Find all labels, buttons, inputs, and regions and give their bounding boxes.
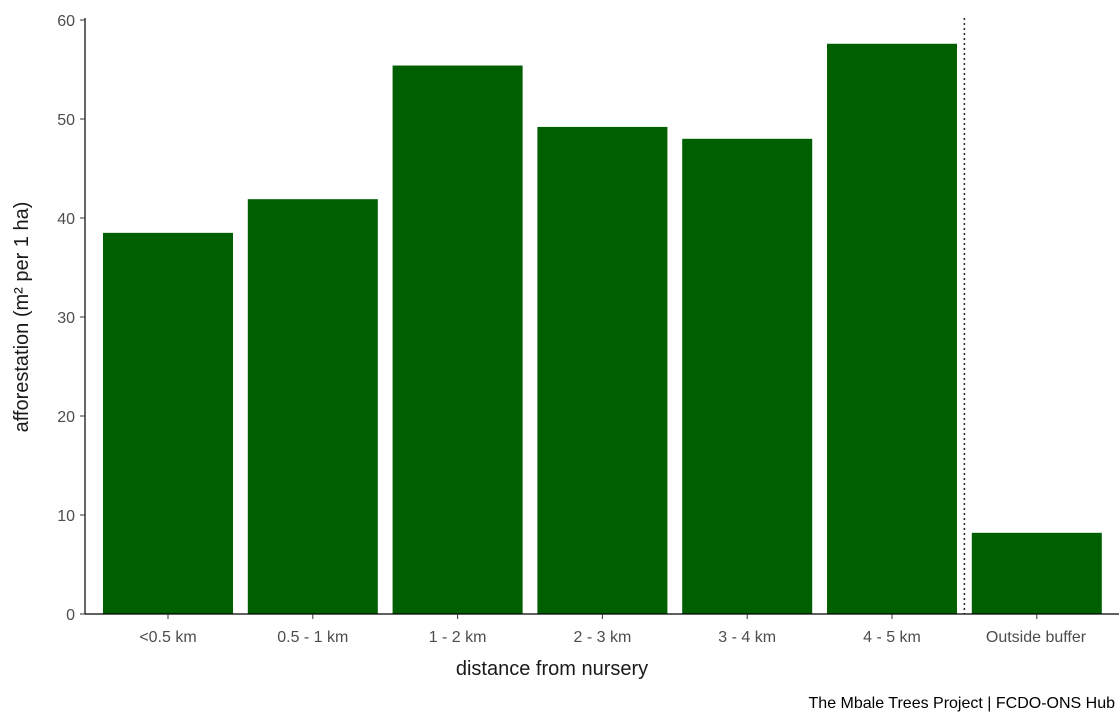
bar-0: [103, 232, 233, 614]
x-tick-label: 1 - 2 km: [429, 629, 487, 646]
x-tick-label: 0.5 - 1 km: [277, 629, 348, 646]
bar-5: [827, 43, 957, 614]
y-tick-label: 10: [57, 508, 75, 525]
y-tick-label: 60: [57, 13, 75, 30]
y-axis-ticks: 0 10 20 30 40 50 60: [57, 13, 85, 624]
y-tick-label: 0: [66, 607, 75, 624]
y-tick-label: 50: [57, 112, 75, 129]
x-tick-label: <0.5 km: [139, 629, 196, 646]
y-tick-label: 30: [57, 310, 75, 327]
bar-1: [247, 199, 378, 614]
x-tick-label: 2 - 3 km: [574, 629, 632, 646]
bar-2: [392, 65, 523, 615]
bar-3: [537, 126, 668, 615]
x-axis-ticks: <0.5 km 0.5 - 1 km 1 - 2 km 2 - 3 km 3 - 4 k…: [139, 614, 1087, 646]
y-axis-title: afforestation (m² per 1 ha): [11, 202, 33, 433]
x-axis-title: distance from nursery: [456, 658, 648, 680]
y-tick-label: 40: [57, 211, 75, 228]
source-caption: The Mbale Trees Project | FCDO-ONS Hub: [808, 695, 1115, 712]
x-tick-label: 3 - 4 km: [718, 629, 776, 646]
y-tick-label: 20: [57, 409, 75, 426]
x-tick-label: Outside buffer: [986, 629, 1087, 646]
x-tick-label: 4 - 5 km: [863, 629, 921, 646]
bar-4: [682, 138, 813, 615]
bars-group: [103, 43, 1102, 615]
bar-6: [971, 532, 1102, 614]
